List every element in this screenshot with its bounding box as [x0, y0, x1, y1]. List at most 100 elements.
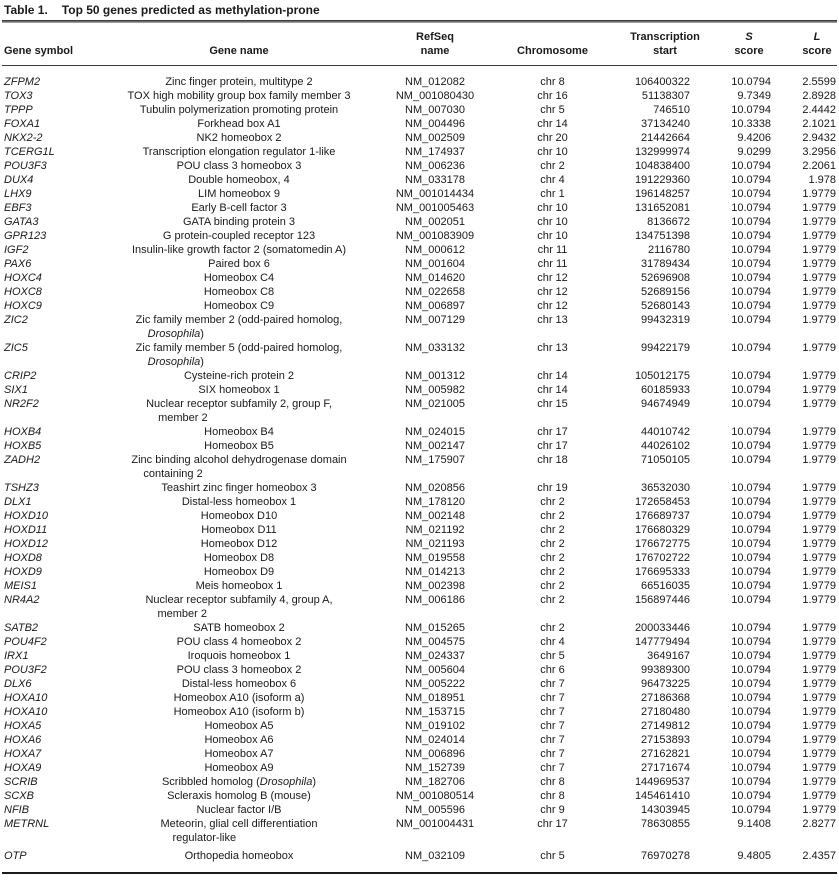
gene-row: METRNL Meteorin, glial cell differentiati…: [2, 817, 837, 845]
gene-row: ZIC2 Zic family member 2 (odd-paired homo…: [2, 313, 837, 341]
cell-tss: 27153893: [641, 734, 690, 746]
gene-row: TSHZ3 Teashirt zinc finger homeobox 3 NM_0…: [2, 481, 837, 495]
cell-symbol: TPPP: [4, 104, 33, 116]
cell-refseq: NM_002398: [405, 580, 465, 592]
cell-chromosome: chr 2: [540, 510, 565, 522]
cell-refseq: NM_001312: [405, 370, 465, 382]
gene-row: TCERG1L Transcription elongation regulato…: [2, 145, 837, 159]
cell-s: 10.0794: [731, 804, 771, 816]
cell-chromosome: chr 2: [540, 622, 565, 634]
cell-l: 2.4357: [802, 850, 836, 862]
cell-s: 10.0794: [731, 370, 771, 382]
cell-symbol: TSHZ3: [4, 482, 39, 494]
cell-tss: 21442664: [641, 132, 690, 144]
cell-s: 10.0794: [731, 762, 771, 774]
cell-l: 1.9779: [802, 720, 836, 732]
cell-symbol: LHX9: [4, 188, 32, 200]
cell-l: 1.9779: [802, 804, 836, 816]
cell-tss: 132999974: [634, 146, 690, 158]
gene-row: HOXD12 Homeobox D12 NM_021193 chr 2 17667277…: [2, 537, 837, 551]
cell-s: 10.0794: [731, 622, 771, 634]
cell-tss: 196148257: [634, 188, 690, 200]
cell-tss: 99432319: [641, 314, 690, 326]
cell-name: Homeobox C8: [203, 286, 275, 298]
cell-symbol: HOXB5: [4, 440, 42, 452]
cell-tss: 96473225: [641, 678, 690, 690]
gene-row: ZFPM2 Zinc finger protein, multitype 2 NM_…: [2, 66, 837, 90]
cell-name: Forkhead box A1: [197, 118, 281, 130]
cell-tss: 44010742: [641, 426, 690, 438]
cell-l: 1.9779: [802, 300, 836, 312]
cell-refseq: NM_021193: [405, 538, 465, 550]
gene-row: DLX1 Distal-less homeobox 1 NM_178120 chr 2…: [2, 495, 837, 509]
gene-row: IGF2 Insulin-like growth factor 2 (somato…: [2, 243, 837, 257]
cell-chromosome: chr 4: [540, 174, 565, 186]
cell-refseq: NM_002051: [405, 216, 465, 228]
cell-name: Scribbled homolog (Drosophila): [161, 776, 317, 788]
cell-chromosome: chr 5: [540, 850, 565, 862]
cell-l: 1.9779: [802, 426, 836, 438]
cell-s: 10.0794: [731, 216, 771, 228]
gene-row: DLX6 Distal-less homeobox 6 NM_005222 chr 7…: [2, 677, 837, 691]
cell-tss: 172658453: [634, 496, 690, 508]
cell-refseq: NM_005604: [405, 664, 465, 676]
cell-refseq: NM_004496: [405, 118, 465, 130]
cell-chromosome: chr 8: [540, 776, 565, 788]
cell-s: 9.0299: [737, 146, 771, 158]
gene-row: TOX3 TOX high mobility group box family m…: [2, 89, 837, 103]
cell-symbol: HOXC8: [4, 286, 42, 298]
cell-l: 1.9779: [802, 272, 836, 284]
cell-s: 10.0794: [731, 454, 771, 466]
cell-refseq: NM_001014434: [395, 188, 475, 200]
cell-name: Nuclear receptor subfamily 2, group F, m…: [146, 398, 332, 424]
cell-s: 10.0794: [731, 524, 771, 536]
cell-l: 3.2956: [802, 146, 836, 158]
cell-s: 10.3338: [731, 118, 771, 130]
cell-chromosome: chr 10: [537, 202, 568, 214]
gene-row: TPPP Tubulin polymerization promoting pro…: [2, 103, 837, 117]
cell-tss: 76970278: [641, 850, 690, 862]
cell-chromosome: chr 15: [537, 398, 568, 410]
cell-l: 2.9432: [802, 132, 836, 144]
cell-refseq: NM_001005463: [395, 202, 475, 214]
cell-symbol: HOXC9: [4, 300, 42, 312]
cell-symbol: HOXC4: [4, 272, 42, 284]
cell-refseq: NM_019558: [405, 552, 465, 564]
gene-row: CRIP2 Cysteine-rich protein 2 NM_001312 chr…: [2, 369, 837, 383]
cell-tss: 191229360: [634, 174, 690, 186]
table-title: Table 1. Top 50 genes predicted as methyl…: [2, 3, 837, 20]
gene-row: NR2F2 Nuclear receptor subfamily 2, group…: [2, 397, 837, 425]
cell-symbol: HOXA7: [4, 748, 42, 760]
cell-s: 9.1408: [737, 818, 771, 830]
cell-s: 10.0794: [731, 552, 771, 564]
cell-name: POU class 3 homeobox 2: [176, 664, 302, 676]
cell-symbol: POU4F2: [4, 636, 47, 648]
cell-l: 1.9779: [802, 370, 836, 382]
cell-s: 10.0794: [731, 790, 771, 802]
cell-refseq: NM_002148: [405, 510, 465, 522]
cell-tss: 176672775: [634, 538, 690, 550]
cell-symbol: FOXA1: [4, 118, 41, 130]
cell-s: 10.0794: [731, 314, 771, 326]
cell-refseq: NM_007030: [405, 104, 465, 116]
cell-name: POU class 3 homeobox 3: [176, 160, 302, 172]
cell-l: 2.8277: [802, 818, 836, 830]
cell-s: 10.0794: [731, 426, 771, 438]
cell-l: 1.9779: [802, 202, 836, 214]
cell-refseq: NM_018951: [405, 692, 465, 704]
cell-l: 1.9779: [802, 496, 836, 508]
cell-s: 10.0794: [731, 594, 771, 606]
cell-refseq: NM_024015: [405, 426, 465, 438]
cell-refseq: NM_175907: [405, 454, 465, 466]
cell-tss: 60185933: [641, 384, 690, 396]
cell-tss: 2116780: [647, 244, 690, 256]
cell-s: 10.0794: [731, 300, 771, 312]
cell-l: 1.9779: [802, 314, 836, 326]
cell-l: 2.4442: [802, 104, 836, 116]
cell-tss: 36532030: [641, 482, 690, 494]
cell-refseq: NM_014213: [405, 566, 465, 578]
column-header-refseq: RefSeq name: [416, 31, 454, 57]
gene-row: HOXA9 Homeobox A9 NM_152739 chr 7 27171674 10…: [2, 761, 837, 775]
